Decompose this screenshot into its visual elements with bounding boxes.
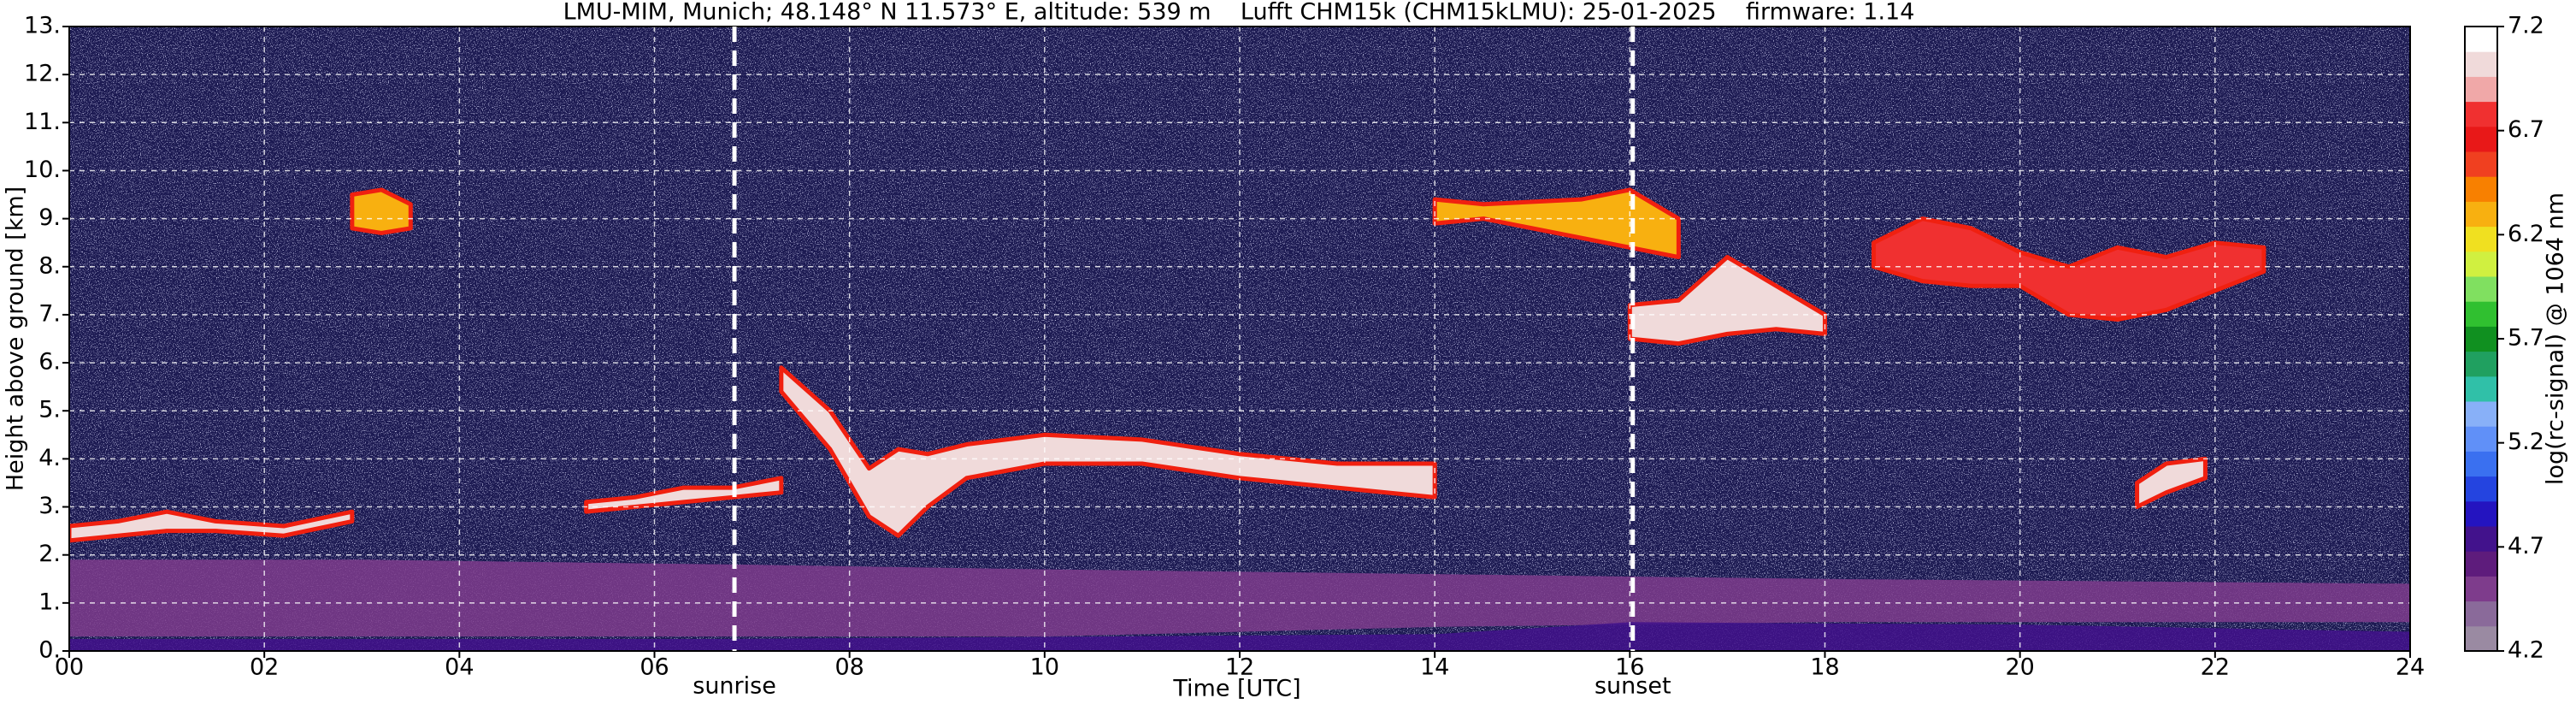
colorbar-segment bbox=[2465, 51, 2497, 77]
y-tick-label: 11. bbox=[24, 109, 61, 135]
y-tick-label: 2. bbox=[38, 541, 61, 567]
colorbar-segment bbox=[2465, 426, 2497, 452]
colorbar-segment bbox=[2465, 226, 2497, 252]
colorbar-segment bbox=[2465, 601, 2497, 627]
x-tick-label: 24 bbox=[2396, 654, 2425, 681]
y-tick-label: 5. bbox=[38, 397, 61, 423]
y-tick-label: 12. bbox=[24, 61, 61, 87]
x-tick-label: 06 bbox=[640, 654, 669, 681]
colorbar-segment bbox=[2465, 251, 2497, 277]
annotation-label: sunset bbox=[1595, 673, 1671, 700]
y-tick-label: 4. bbox=[38, 445, 61, 471]
aerosol-layer bbox=[69, 559, 2410, 637]
cloud-layer bbox=[2135, 456, 2208, 510]
layers bbox=[69, 187, 2410, 651]
x-tick-label: 20 bbox=[2005, 654, 2034, 681]
x-tick-label: 14 bbox=[1420, 654, 1449, 681]
colorbar-tick-label: 4.2 bbox=[2508, 637, 2544, 664]
colorbar-segment bbox=[2465, 27, 2497, 52]
x-tick-label: 02 bbox=[250, 654, 279, 681]
grid bbox=[68, 26, 2411, 652]
colorbar-tick-label: 7.2 bbox=[2508, 13, 2544, 39]
annotation-label: sunrise bbox=[693, 673, 776, 700]
y-tick-label: 13. bbox=[24, 13, 61, 39]
y-tick-label: 9. bbox=[38, 204, 61, 231]
colorbar-tick-label: 5.2 bbox=[2508, 429, 2544, 455]
cloud-layer bbox=[779, 365, 1437, 538]
x-tick-label: 22 bbox=[2201, 654, 2230, 681]
cloud-layer bbox=[1627, 255, 1827, 346]
cloud-layer bbox=[1432, 187, 1681, 260]
colorbar-tick-label: 6.7 bbox=[2508, 116, 2544, 143]
x-tick-label: 18 bbox=[1810, 654, 1839, 681]
colorbar-segment bbox=[2465, 451, 2497, 477]
y-tick-label: 3. bbox=[38, 493, 61, 519]
cloud-layer bbox=[350, 187, 413, 235]
colorbar: 4.2 4.7 5.2 5.7 6.2 6.7 7.2 bbox=[2464, 13, 2544, 664]
y-tick-label: 1. bbox=[38, 589, 61, 615]
colorbar-segment bbox=[2465, 526, 2497, 552]
x-tick-label: 04 bbox=[445, 654, 474, 681]
y-tick-label: 10. bbox=[24, 157, 61, 183]
x-axis-label: Time [UTC] bbox=[1172, 676, 1300, 702]
y-tick-label: 8. bbox=[38, 252, 61, 279]
colorbar-segment bbox=[2465, 551, 2497, 577]
y-axis-label: Height above ground [km] bbox=[3, 186, 29, 491]
colorbar-segment bbox=[2465, 176, 2497, 202]
colorbar-segment bbox=[2465, 625, 2497, 652]
x-tick-label: 16 bbox=[1615, 654, 1644, 681]
y-tick-label: 7. bbox=[38, 300, 61, 327]
cloud-layer bbox=[584, 476, 784, 514]
colorbar-tick-label: 6.2 bbox=[2508, 221, 2544, 247]
chart-title: LMU-MIM, Munich; 48.148° N 11.573° E, al… bbox=[563, 0, 1915, 26]
colorbar-segment bbox=[2465, 101, 2497, 127]
colorbar-segment bbox=[2465, 201, 2497, 228]
y-tick-label: 0. bbox=[38, 637, 61, 664]
colorbar-segment bbox=[2465, 500, 2497, 527]
x-tick-label: 00 bbox=[55, 654, 84, 681]
colorbar-segment bbox=[2465, 326, 2497, 352]
x-tick-label: 12 bbox=[1225, 654, 1254, 681]
colorbar-tick-label: 4.7 bbox=[2508, 533, 2544, 559]
colorbar-segment bbox=[2465, 76, 2497, 103]
colorbar-segment bbox=[2465, 276, 2497, 302]
x-tick-label: 10 bbox=[1030, 654, 1059, 681]
x-tick-label: 08 bbox=[834, 654, 864, 681]
y-tick-label: 6. bbox=[38, 349, 61, 376]
colorbar-segment bbox=[2465, 301, 2497, 327]
colorbar-label: log(rc-signal) @ 1064 nm bbox=[2543, 192, 2569, 485]
colorbar-segment bbox=[2465, 576, 2497, 602]
colorbar-tick-label: 5.7 bbox=[2508, 325, 2544, 352]
colorbar-segment bbox=[2465, 401, 2497, 427]
colorbar-segment bbox=[2465, 126, 2497, 152]
colorbar-segment bbox=[2465, 376, 2497, 402]
colorbar-segment bbox=[2465, 476, 2497, 502]
colorbar-segment bbox=[2465, 151, 2497, 177]
cloud-layer bbox=[69, 509, 355, 543]
cloud-layer bbox=[1872, 216, 2267, 322]
colorbar-segment bbox=[2465, 351, 2497, 377]
